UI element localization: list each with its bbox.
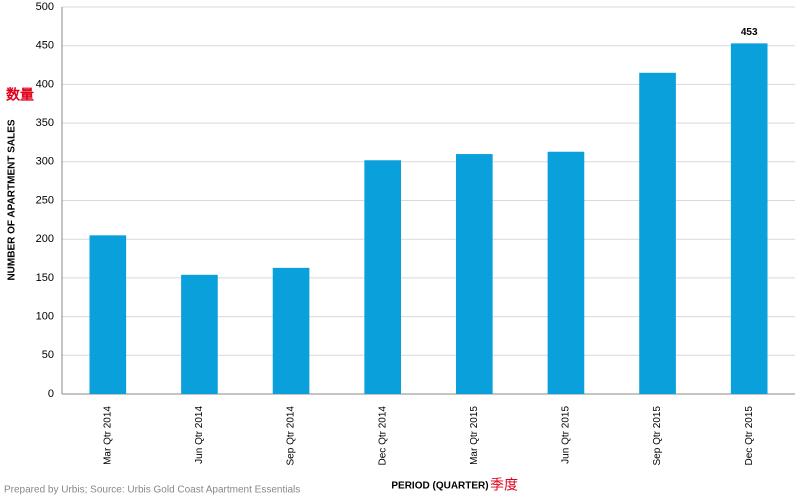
y-tick-label: 400 [36, 78, 54, 90]
x-tick-label: Dec Qtr 2015 [744, 406, 755, 466]
source-note: Prepared by Urbis; Source: Urbis Gold Co… [4, 485, 300, 496]
x-tick-label: Mar Qtr 2014 [102, 406, 113, 465]
y-tick-label: 200 [36, 233, 54, 245]
bar [272, 267, 310, 394]
y-tick-label: 500 [36, 1, 54, 13]
x-tick-label: Mar Qtr 2015 [469, 406, 480, 465]
y-tick-label: 350 [36, 117, 54, 129]
bar [730, 43, 768, 395]
data-label: 453 [741, 27, 758, 38]
x-annotation: 季度 [490, 477, 518, 493]
y-tick-label: 450 [36, 40, 54, 52]
bar [181, 274, 218, 394]
x-tick-label: Jun Qtr 2015 [561, 406, 572, 464]
y-tick-label: 0 [48, 388, 54, 400]
x-tick-label: Jun Qtr 2014 [194, 406, 205, 464]
bar [364, 160, 402, 394]
bar [89, 235, 127, 394]
y-tick-label: 300 [36, 156, 54, 168]
y-tick-label: 150 [36, 272, 54, 284]
x-tick-label: Sep Qtr 2015 [652, 406, 663, 466]
y-axis-label: NUMBER OF APARTMENT SALES [7, 119, 18, 280]
bar [639, 72, 676, 394]
bar [547, 151, 585, 394]
y-tick-label: 50 [42, 349, 54, 361]
bar [455, 154, 493, 394]
y-tick-label: 250 [36, 194, 54, 206]
y-annotation: 数量 [6, 87, 34, 103]
x-axis-label: PERIOD (QUARTER) [391, 481, 488, 492]
x-tick-label: Dec Qtr 2014 [377, 406, 388, 466]
y-tick-label: 100 [36, 311, 54, 323]
x-tick-label: Sep Qtr 2014 [286, 406, 297, 466]
